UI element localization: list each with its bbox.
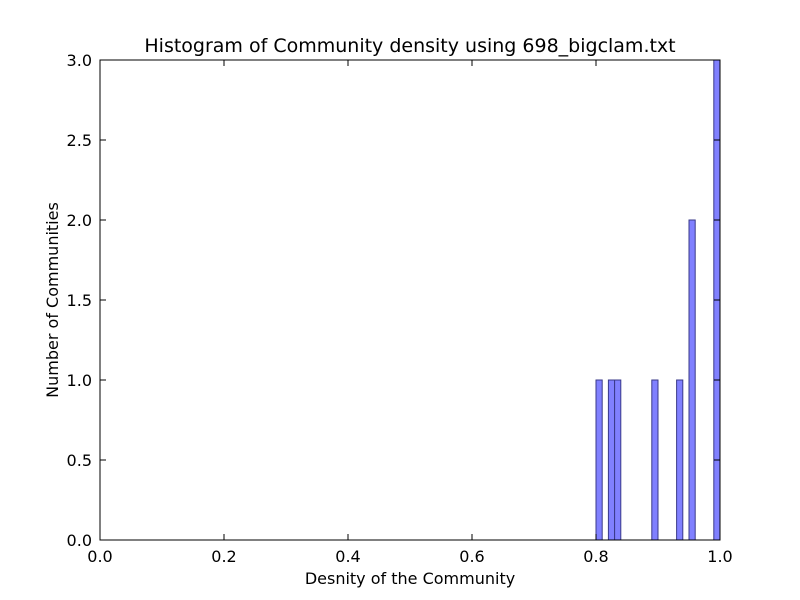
histogram-bar (676, 379, 684, 541)
plot-frame (99, 59, 721, 541)
y-axis-label: Number of Communities (43, 202, 62, 398)
histogram-bar (607, 379, 616, 541)
bars-group (595, 59, 721, 541)
histogram-bar (595, 379, 603, 541)
x-tick-label: 0.0 (87, 547, 112, 566)
y-tick-label: 2.0 (67, 211, 92, 230)
x-tick-label: 0.8 (583, 547, 608, 566)
x-axis-label: Desnity of the Community (305, 569, 515, 588)
y-tick-label: 0.5 (67, 451, 92, 470)
x-tick-label: 0.4 (335, 547, 360, 566)
y-tick-label: 0.0 (67, 531, 92, 550)
x-tick-label: 1.0 (707, 547, 732, 566)
histogram-bar (614, 379, 622, 541)
x-tick-label: 0.2 (211, 547, 236, 566)
histogram-bar (651, 379, 659, 541)
y-tick-label: 2.5 (67, 131, 92, 150)
x-tick-label: 0.6 (459, 547, 484, 566)
axes-group: 0.0 0.2 0.4 0.6 0.8 1.0 0.0 0.5 1.0 1.5 2.0 2.5 3.0 (67, 51, 733, 566)
y-tick-label: 1.0 (67, 371, 92, 390)
y-tick-label: 3.0 (67, 51, 92, 70)
chart-title: Histogram of Community density using 698… (144, 35, 675, 57)
y-tick-label: 1.5 (67, 291, 92, 310)
histogram-bar (688, 219, 696, 541)
